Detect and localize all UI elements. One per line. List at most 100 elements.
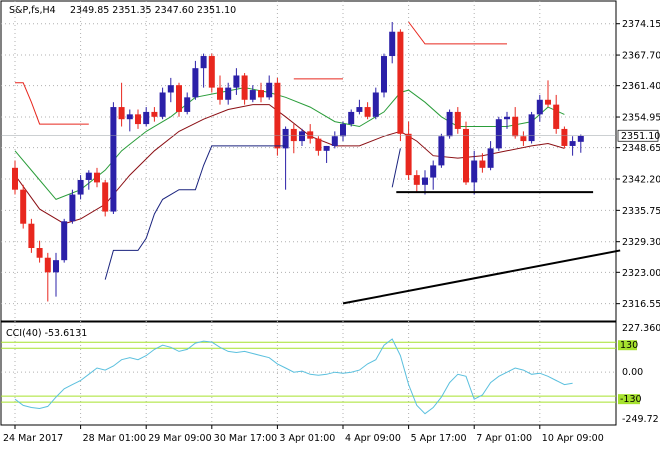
candle-body — [454, 111, 461, 129]
time-tick-label: 3 Apr 01:00 — [279, 433, 335, 444]
candle-body — [356, 107, 363, 112]
cci-level-bands — [1, 341, 616, 403]
candle-body — [28, 223, 35, 249]
candle-body — [471, 160, 478, 183]
time-tick-label: 5 Apr 17:00 — [411, 433, 467, 444]
time-tick-label: 29 Mar 09:00 — [148, 433, 211, 444]
candle — [110, 102, 117, 214]
candle — [159, 87, 166, 120]
candle-body — [413, 175, 420, 185]
candle — [545, 80, 551, 108]
candle — [176, 82, 182, 117]
candle-body — [12, 167, 18, 190]
price-tick-label: 2316.55 — [622, 299, 660, 310]
candle — [12, 160, 18, 195]
price-tick-label: 2354.95 — [622, 113, 660, 124]
candle-body — [176, 85, 182, 112]
cci-tick-label: 0.00 — [622, 367, 643, 378]
symbol-label: S&P,fs,H4 — [9, 5, 56, 16]
candle — [438, 133, 445, 168]
candle-body — [53, 260, 59, 273]
main-price-panel — [0, 0, 617, 322]
time-tick-label: 24 Mar 2017 — [3, 433, 63, 444]
candle-body — [364, 107, 371, 117]
candle — [20, 184, 27, 229]
candle — [512, 107, 519, 139]
candle-body — [94, 172, 100, 183]
candle-body — [44, 257, 51, 273]
candle-body — [143, 111, 150, 125]
candle — [561, 126, 568, 149]
candles — [12, 22, 584, 302]
sar-navy-segment — [391, 148, 401, 188]
candle — [167, 77, 174, 103]
candle-body — [315, 138, 322, 151]
candle — [471, 150, 478, 195]
candle — [233, 68, 240, 95]
candle-body — [266, 82, 273, 98]
candle — [372, 87, 379, 120]
cci-line — [14, 338, 573, 415]
cci-level-low-tag: -130 — [618, 394, 642, 405]
candle-body — [208, 56, 215, 88]
candle — [520, 131, 527, 146]
candle-body — [85, 172, 92, 180]
cci-level-low-value: -130 — [620, 394, 642, 405]
candle-body — [102, 182, 109, 212]
candle-body — [110, 107, 117, 212]
candle-body — [249, 90, 256, 100]
cci-level-high-tag: 130 — [618, 340, 638, 351]
candle — [282, 126, 289, 190]
cci-series — [14, 338, 573, 415]
candle — [430, 160, 437, 190]
time-tick-label: 10 Apr 09:00 — [542, 433, 604, 444]
moving-average-slow — [14, 104, 565, 225]
candle — [258, 82, 264, 103]
price-tick-label: 2361.40 — [622, 81, 660, 92]
candle-body — [290, 128, 297, 142]
candle-body — [151, 111, 158, 117]
candle-body — [438, 136, 445, 166]
candle — [28, 218, 35, 253]
time-axis: 24 Mar 2017 28 Mar 01:00 29 Mar 09:00 30 Ma… — [3, 425, 604, 444]
cci-axis: 227.3607 0.00 -249.72 — [622, 323, 660, 425]
candle — [94, 167, 100, 188]
candle-body — [487, 148, 494, 168]
price-tick-label: 2335.75 — [622, 206, 660, 217]
candle-body — [340, 124, 346, 137]
price-tick-label: 2374.15 — [622, 19, 660, 30]
candle-body — [495, 119, 502, 149]
candle-body — [159, 92, 166, 117]
candle — [495, 116, 502, 151]
candle — [208, 53, 215, 93]
drawn-lines — [1, 135, 621, 305]
candle — [266, 75, 273, 100]
candle — [299, 128, 305, 146]
candle-body — [528, 114, 535, 142]
candle — [69, 189, 76, 224]
candle-body — [299, 131, 305, 142]
candle-body — [233, 75, 240, 88]
current-price-tag: 2351.10 — [617, 129, 660, 142]
candle-body — [61, 221, 68, 261]
candle — [200, 53, 207, 88]
candle — [225, 82, 232, 105]
candle — [413, 170, 420, 193]
candle — [364, 102, 371, 120]
sar-red-segment — [408, 21, 507, 45]
candle-body — [446, 111, 453, 137]
time-tick-label: 7 Apr 01:00 — [476, 433, 532, 444]
candle — [323, 145, 330, 163]
candle — [381, 53, 387, 98]
time-tick-label: 30 Mar 17:00 — [214, 433, 277, 444]
current-price-value: 2351.10 — [621, 131, 660, 142]
candle-body — [184, 97, 191, 112]
cci-tick-label: 227.3607 — [622, 323, 660, 334]
candle — [569, 136, 576, 156]
candle-body — [258, 90, 264, 98]
candle — [249, 85, 256, 103]
candle — [463, 121, 469, 185]
candle-body — [307, 131, 314, 139]
candle — [217, 75, 223, 105]
candle — [553, 94, 560, 134]
